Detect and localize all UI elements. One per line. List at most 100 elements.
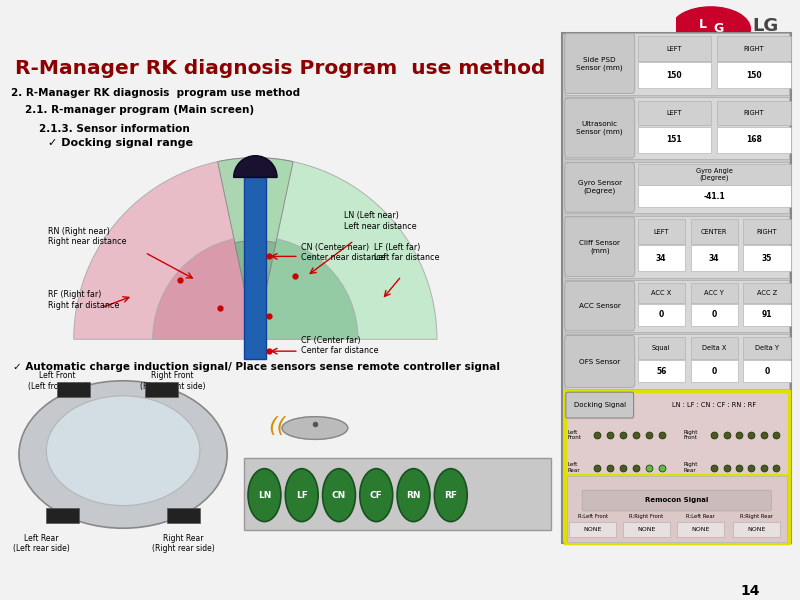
Text: 151: 151: [666, 136, 682, 145]
FancyBboxPatch shape: [46, 508, 79, 523]
FancyBboxPatch shape: [565, 281, 634, 331]
FancyBboxPatch shape: [743, 220, 790, 244]
FancyBboxPatch shape: [690, 359, 738, 382]
FancyBboxPatch shape: [733, 522, 779, 537]
Text: 150: 150: [746, 71, 762, 80]
FancyBboxPatch shape: [565, 161, 789, 213]
Text: CF (Center far)
Center far distance: CF (Center far) Center far distance: [301, 335, 378, 355]
Text: R-Manager RK diagnosis Program  use method: R-Manager RK diagnosis Program use metho…: [14, 59, 545, 77]
FancyBboxPatch shape: [565, 32, 789, 94]
Text: ✓ Docking signal range: ✓ Docking signal range: [48, 138, 193, 148]
Wedge shape: [255, 236, 358, 340]
Text: CN (Center near)
Center near distance: CN (Center near) Center near distance: [301, 243, 386, 262]
Text: 2.1.3. Sensor information: 2.1.3. Sensor information: [38, 124, 190, 134]
FancyBboxPatch shape: [565, 216, 789, 278]
FancyBboxPatch shape: [623, 522, 670, 537]
FancyBboxPatch shape: [638, 220, 685, 244]
FancyBboxPatch shape: [690, 337, 738, 359]
FancyBboxPatch shape: [638, 164, 790, 185]
FancyBboxPatch shape: [638, 283, 685, 304]
Text: CF: CF: [370, 491, 382, 500]
Text: LN (Left near)
Left near distance: LN (Left near) Left near distance: [344, 211, 417, 230]
Wedge shape: [153, 236, 255, 340]
Text: 14: 14: [740, 584, 760, 598]
Text: 150: 150: [666, 71, 682, 80]
FancyBboxPatch shape: [565, 217, 634, 277]
Text: LEFT: LEFT: [654, 229, 669, 235]
FancyBboxPatch shape: [690, 220, 738, 244]
FancyBboxPatch shape: [565, 280, 789, 332]
FancyBboxPatch shape: [562, 32, 791, 544]
Wedge shape: [218, 158, 293, 340]
FancyBboxPatch shape: [743, 304, 790, 326]
Ellipse shape: [286, 469, 318, 521]
Text: Docking Signal: Docking Signal: [574, 402, 626, 408]
Text: 34: 34: [709, 254, 719, 263]
FancyBboxPatch shape: [743, 283, 790, 304]
Text: 2.1. R-manager program (Main screen): 2.1. R-manager program (Main screen): [25, 106, 254, 115]
Ellipse shape: [360, 469, 393, 521]
Text: Squal: Squal: [652, 345, 670, 351]
FancyBboxPatch shape: [565, 34, 634, 94]
Text: ACC X: ACC X: [651, 290, 671, 296]
FancyBboxPatch shape: [690, 304, 738, 326]
FancyBboxPatch shape: [638, 359, 685, 382]
Text: -41.1: -41.1: [703, 191, 725, 200]
Text: Ultrasonic
Sensor (mm): Ultrasonic Sensor (mm): [576, 121, 623, 135]
FancyBboxPatch shape: [743, 245, 790, 271]
Text: Gyro Angle
(Degree): Gyro Angle (Degree): [696, 168, 733, 181]
FancyBboxPatch shape: [690, 283, 738, 304]
FancyBboxPatch shape: [638, 245, 685, 271]
FancyBboxPatch shape: [145, 382, 178, 397]
Text: Right Rear
(Right rear side): Right Rear (Right rear side): [152, 534, 214, 553]
Text: 0: 0: [711, 310, 717, 319]
Text: LN: LN: [258, 491, 271, 500]
Text: 2. R-Manager RK diagnosis  program use method: 2. R-Manager RK diagnosis program use me…: [11, 88, 300, 98]
Text: Left Front
(Left front side): Left Front (Left front side): [27, 371, 87, 391]
FancyBboxPatch shape: [638, 185, 790, 207]
Ellipse shape: [322, 469, 355, 521]
Text: L: L: [699, 17, 707, 31]
Text: Left Rear
(Left rear side): Left Rear (Left rear side): [13, 534, 70, 553]
FancyBboxPatch shape: [245, 178, 266, 359]
Text: R:Left Front: R:Left Front: [578, 514, 608, 518]
Ellipse shape: [434, 469, 467, 521]
Text: LEFT: LEFT: [666, 110, 682, 116]
Text: Side PSD
Sensor (mm): Side PSD Sensor (mm): [576, 56, 623, 71]
FancyBboxPatch shape: [638, 101, 711, 125]
FancyBboxPatch shape: [565, 163, 634, 212]
Text: Cliff Sensor
(mm): Cliff Sensor (mm): [579, 240, 620, 254]
Text: R:Right Rear: R:Right Rear: [740, 514, 773, 518]
FancyBboxPatch shape: [58, 382, 90, 397]
Text: ((: ((: [268, 416, 285, 436]
Text: RN: RN: [406, 491, 421, 500]
FancyBboxPatch shape: [565, 334, 789, 389]
Text: G: G: [713, 22, 723, 35]
Text: NONE: NONE: [691, 527, 710, 532]
Wedge shape: [255, 158, 437, 340]
Text: Gyro Sensor
(Degree): Gyro Sensor (Degree): [578, 181, 622, 194]
Wedge shape: [234, 155, 277, 178]
Text: RF (Right far)
Right far distance: RF (Right far) Right far distance: [48, 290, 119, 310]
Text: RIGHT: RIGHT: [757, 229, 778, 235]
Text: Delta Y: Delta Y: [755, 345, 779, 351]
Text: Right Front
(Right front side): Right Front (Right front side): [140, 371, 205, 391]
Circle shape: [282, 416, 348, 439]
Text: NONE: NONE: [583, 527, 602, 532]
FancyBboxPatch shape: [167, 508, 200, 523]
FancyBboxPatch shape: [565, 335, 634, 388]
Text: 0: 0: [711, 367, 717, 376]
Ellipse shape: [19, 381, 227, 528]
Text: CENTER: CENTER: [701, 229, 727, 235]
FancyBboxPatch shape: [565, 391, 789, 544]
Text: ACC Y: ACC Y: [704, 290, 724, 296]
FancyBboxPatch shape: [717, 62, 790, 88]
Text: 56: 56: [656, 367, 666, 376]
Ellipse shape: [248, 469, 281, 521]
Text: 91: 91: [762, 310, 772, 319]
FancyBboxPatch shape: [690, 245, 738, 271]
Text: ✓ Automatic charge induction signal/ Place sensors sense remote controller signa: ✓ Automatic charge induction signal/ Pla…: [14, 362, 501, 372]
Text: LN : LF : CN : CF : RN : RF: LN : LF : CN : CF : RN : RF: [672, 402, 756, 408]
FancyBboxPatch shape: [717, 101, 790, 125]
FancyBboxPatch shape: [638, 337, 685, 359]
